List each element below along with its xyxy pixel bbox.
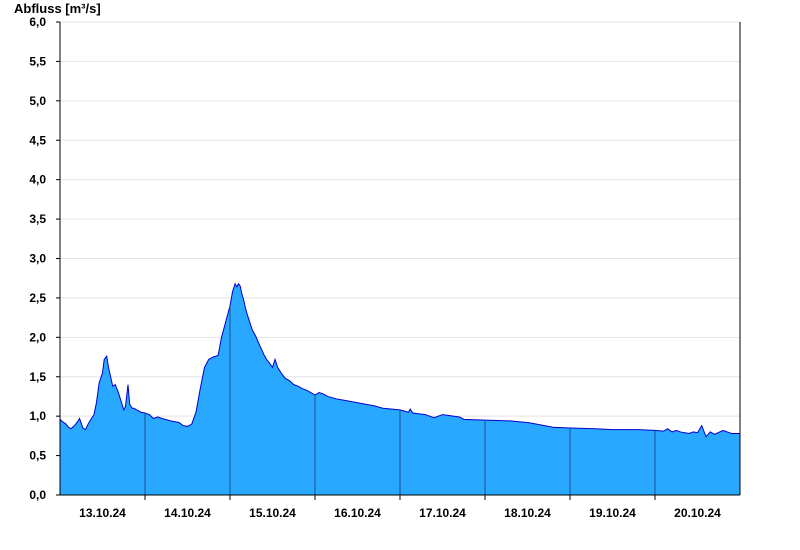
- x-tick-label: 16.10.24: [334, 506, 381, 520]
- y-tick-label: 3,0: [29, 252, 46, 266]
- y-tick-label: 2,0: [29, 330, 46, 344]
- y-tick-label: 2,5: [29, 291, 46, 305]
- x-tick-label: 19.10.24: [589, 506, 636, 520]
- x-tick-label: 17.10.24: [419, 506, 466, 520]
- y-tick-label: 1,0: [29, 409, 46, 423]
- day-separators: [144, 305, 656, 495]
- y-axis-title: Abfluss [m³/s]: [14, 1, 101, 16]
- y-tick-label: 1,5: [29, 370, 46, 384]
- x-axis-ticks: 13.10.24 14.10.24 15.10.24 16.10.24 17.10.24…: [79, 495, 721, 520]
- gridlines: [60, 21, 740, 457]
- y-tick-label: 5,5: [29, 54, 46, 68]
- x-tick-label: 15.10.24: [249, 506, 296, 520]
- y-tick-label: 6,0: [29, 15, 46, 29]
- y-tick-label: 3,5: [29, 212, 46, 226]
- y-tick-label: 0,5: [29, 449, 46, 463]
- y-tick-label: 4,5: [29, 133, 46, 147]
- x-tick-label: 13.10.24: [79, 506, 126, 520]
- y-tick-label: 5,0: [29, 94, 46, 108]
- y-tick-label: 4,0: [29, 173, 46, 187]
- x-tick-label: 14.10.24: [164, 506, 211, 520]
- x-tick-label: 18.10.24: [504, 506, 551, 520]
- x-tick-label: 20.10.24: [674, 506, 721, 520]
- discharge-line: [59, 282, 740, 438]
- y-tick-label: 0,0: [29, 488, 46, 502]
- y-axis-ticks: 0,0 0,5 1,0 1,5 2,0 2,5 3,0 3,5 4,0 4,5 5,0 5,5 6,0: [29, 15, 60, 502]
